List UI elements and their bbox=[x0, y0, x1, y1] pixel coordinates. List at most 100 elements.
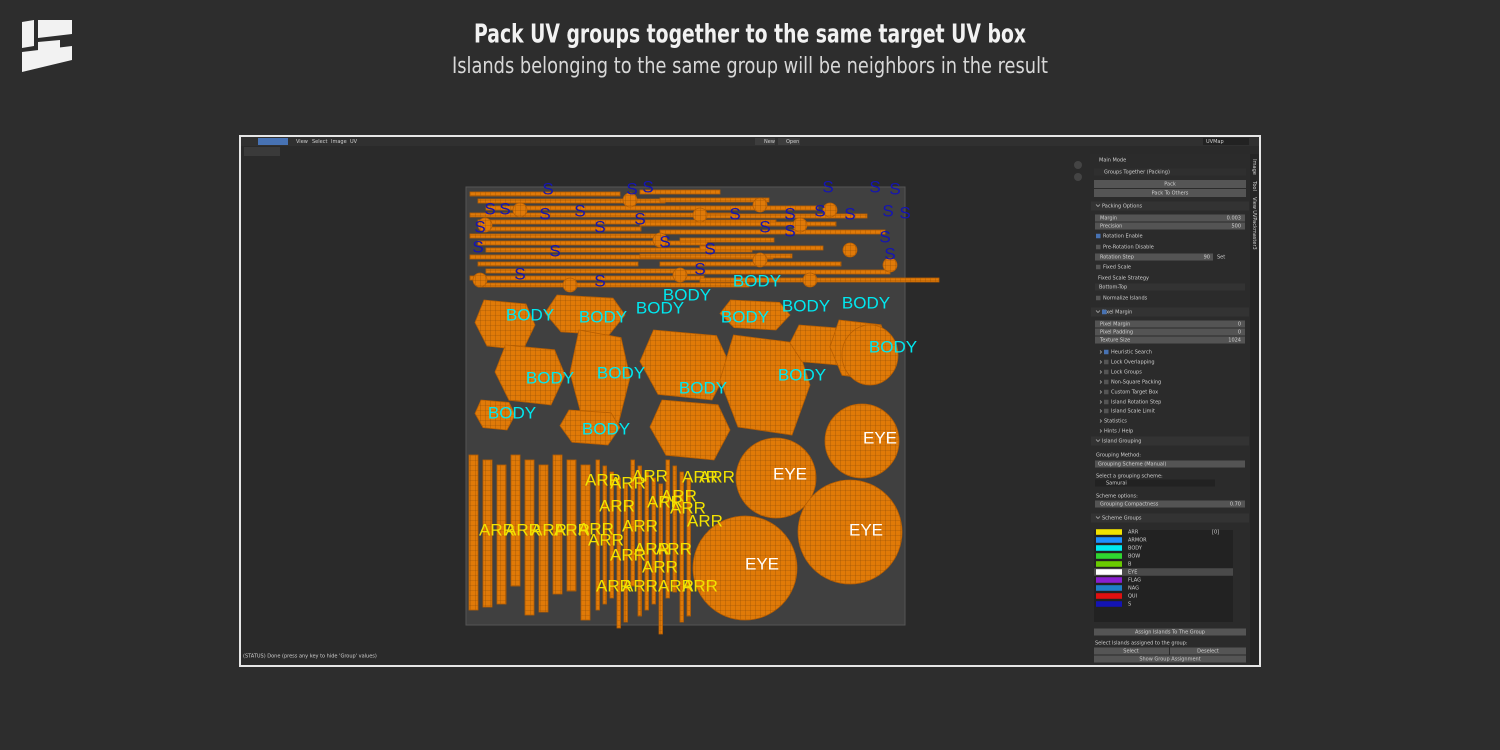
zoom-button[interactable] bbox=[1074, 161, 1082, 169]
status-text: (STATUS) Done (press any key to hide 'Gr… bbox=[243, 654, 377, 660]
checkbox[interactable] bbox=[1096, 295, 1101, 301]
numeric-field[interactable] bbox=[1095, 500, 1245, 508]
checkbox-label: Island Rotation Step bbox=[1111, 400, 1161, 406]
uv-island bbox=[639, 221, 837, 227]
group-swatch[interactable] bbox=[1096, 561, 1122, 567]
uv-island bbox=[841, 324, 899, 386]
uv-island bbox=[699, 245, 824, 251]
checkbox[interactable] bbox=[1104, 369, 1109, 375]
checkbox[interactable] bbox=[1102, 309, 1107, 315]
uv-island bbox=[477, 240, 708, 246]
assign-button[interactable] bbox=[1094, 628, 1246, 636]
island-label: ARR bbox=[622, 516, 658, 535]
panel-header[interactable] bbox=[1091, 201, 1249, 211]
numeric-field[interactable] bbox=[1095, 320, 1245, 328]
chevron bbox=[1099, 380, 1102, 384]
select-button[interactable] bbox=[1094, 647, 1169, 655]
island-label: BODY bbox=[663, 285, 711, 304]
field-label: Rotation Step bbox=[1100, 255, 1134, 261]
chevron bbox=[1099, 409, 1102, 413]
panel-header[interactable] bbox=[1091, 436, 1249, 446]
uv-island bbox=[630, 459, 635, 587]
group-swatch[interactable] bbox=[1096, 545, 1122, 551]
checkbox[interactable] bbox=[1104, 399, 1109, 405]
sidebar-tab[interactable]: Image bbox=[1251, 159, 1257, 175]
group-swatch[interactable] bbox=[1096, 569, 1122, 575]
chevron bbox=[1095, 439, 1101, 442]
deselect-button[interactable] bbox=[1170, 647, 1246, 655]
group-swatch[interactable] bbox=[1096, 585, 1122, 591]
numeric-field[interactable] bbox=[1095, 253, 1213, 261]
checkbox[interactable] bbox=[1104, 408, 1109, 414]
checkbox[interactable] bbox=[1096, 233, 1101, 239]
checkbox[interactable] bbox=[1096, 264, 1101, 270]
set-label: Set bbox=[1217, 255, 1225, 261]
panel-header[interactable] bbox=[1091, 513, 1249, 523]
island-label: S bbox=[784, 221, 795, 240]
checkbox-label: Heuristic Search bbox=[1111, 350, 1152, 356]
pack-to-others-button[interactable] bbox=[1094, 189, 1246, 197]
island-label: S bbox=[694, 259, 705, 278]
logo bbox=[22, 20, 72, 72]
open-button[interactable] bbox=[778, 138, 800, 145]
menu-uv[interactable]: UV bbox=[350, 139, 358, 145]
sidebar-tab[interactable]: UVPackmaster3 bbox=[1251, 210, 1257, 249]
numeric-field[interactable] bbox=[1095, 336, 1245, 344]
uv-island bbox=[609, 471, 614, 599]
island-label: S bbox=[542, 179, 553, 198]
checkbox[interactable] bbox=[1104, 389, 1109, 395]
scheme-field[interactable] bbox=[1095, 479, 1215, 487]
island-label: ARR bbox=[634, 539, 670, 558]
island-label: S bbox=[499, 199, 510, 218]
island-label: BODY bbox=[778, 365, 826, 384]
group-swatch[interactable] bbox=[1096, 593, 1122, 599]
group-swatch[interactable] bbox=[1096, 529, 1122, 535]
group-swatch[interactable] bbox=[1096, 553, 1122, 559]
field-label: Margin bbox=[1100, 216, 1117, 222]
dropdown-label: Groups Together (Packing) bbox=[1104, 170, 1170, 176]
group-index: [0] bbox=[1212, 530, 1219, 536]
panel-header[interactable] bbox=[1091, 307, 1249, 317]
uv-island bbox=[659, 197, 770, 203]
uv-island bbox=[510, 454, 521, 587]
group-swatch[interactable] bbox=[1096, 577, 1122, 583]
field[interactable] bbox=[1095, 460, 1245, 468]
group-swatch[interactable] bbox=[1096, 537, 1122, 543]
island-label: EYE bbox=[849, 520, 883, 539]
menu-select[interactable]: Select bbox=[312, 139, 327, 145]
island-label: ARR bbox=[622, 576, 658, 595]
select-mode-buttons[interactable] bbox=[258, 138, 288, 145]
numeric-field[interactable] bbox=[1095, 328, 1245, 336]
island-label: ARR bbox=[588, 530, 624, 549]
group-swatch[interactable] bbox=[1096, 601, 1122, 607]
field-label: Precision bbox=[1100, 224, 1122, 230]
uv-island bbox=[699, 277, 940, 283]
show-assignment-button[interactable] bbox=[1094, 655, 1246, 663]
checkbox[interactable] bbox=[1104, 349, 1109, 355]
uv-island bbox=[692, 515, 798, 621]
pan-button[interactable] bbox=[1074, 173, 1082, 181]
uv-island bbox=[665, 459, 670, 599]
new-button[interactable] bbox=[755, 138, 775, 145]
chevron bbox=[1099, 400, 1102, 404]
uv-island bbox=[559, 409, 621, 446]
checkbox[interactable] bbox=[1104, 359, 1109, 365]
new-label: New bbox=[764, 139, 775, 145]
numeric-field[interactable] bbox=[1095, 222, 1245, 230]
uv-island bbox=[468, 454, 479, 611]
mode-dropdown[interactable] bbox=[1094, 168, 1246, 176]
pack-button[interactable] bbox=[1094, 180, 1246, 188]
uv-island bbox=[469, 191, 621, 197]
menu-view[interactable]: View bbox=[296, 139, 308, 145]
island-label: S bbox=[594, 217, 605, 236]
group-name: EYE bbox=[1128, 570, 1137, 576]
checkbox[interactable] bbox=[1096, 244, 1101, 250]
sidebar-tab[interactable]: Tool bbox=[1251, 180, 1257, 191]
numeric-field[interactable] bbox=[1095, 214, 1245, 222]
uv-island bbox=[672, 465, 677, 593]
menu-image[interactable]: Image bbox=[331, 139, 347, 145]
uvmap-field[interactable] bbox=[1203, 138, 1249, 145]
sidebar-tab[interactable]: View bbox=[1251, 197, 1257, 209]
checkbox[interactable] bbox=[1104, 379, 1109, 385]
island-label: S bbox=[484, 199, 495, 218]
